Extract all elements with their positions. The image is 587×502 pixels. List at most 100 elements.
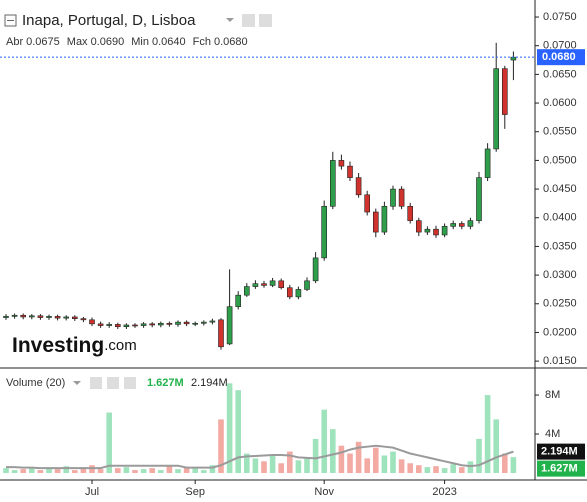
- volume-ma-line: [6, 444, 514, 470]
- volume-bar: [407, 463, 413, 473]
- candle-body: [115, 324, 121, 328]
- candle-body: [11, 314, 18, 317]
- volume-bar: [493, 419, 499, 473]
- candle-body: [407, 205, 414, 221]
- volume-bar: [132, 470, 138, 473]
- volume-bar: [218, 419, 224, 473]
- candle-body: [433, 228, 439, 236]
- volume-legend: Volume (20): [6, 377, 65, 389]
- y-tick-label: 0.0600: [543, 97, 577, 109]
- ohlc-label: Min: [131, 36, 149, 48]
- candle-body: [244, 286, 250, 296]
- candle-body: [450, 223, 457, 227]
- volume-bar: [46, 468, 52, 473]
- settings-icon[interactable]: [259, 14, 272, 27]
- candle-body: [140, 323, 147, 326]
- volume-bar: [321, 409, 327, 473]
- volume-bar: [149, 468, 155, 473]
- volume-bar: [338, 445, 345, 473]
- dropdown-icon[interactable]: [226, 18, 234, 22]
- volume-bar: [347, 453, 353, 473]
- volume-bar: [441, 468, 448, 473]
- candle-body: [183, 321, 190, 325]
- candle-body: [484, 148, 491, 178]
- ohlc-label: Abr: [6, 36, 23, 48]
- volume-bar: [63, 466, 69, 473]
- volume-bar: [80, 468, 87, 473]
- candle-body: [493, 68, 500, 150]
- volume-bar: [175, 469, 181, 473]
- volume-bar: [373, 447, 379, 473]
- settings-icon[interactable]: [242, 14, 255, 27]
- candle-body: [235, 294, 241, 307]
- candle-body: [192, 322, 198, 325]
- volume-bar: [123, 467, 130, 473]
- candle-body: [476, 177, 482, 221]
- volume-value: 1.627M: [147, 377, 184, 389]
- candle-body: [123, 324, 130, 328]
- settings-icon[interactable]: [107, 377, 119, 389]
- volume-bar: [54, 469, 61, 473]
- x-tick-label: Jul: [85, 486, 99, 498]
- y-tick-label: 8M: [545, 389, 560, 401]
- watermark-brand: Investing: [12, 334, 104, 357]
- volume-bar: [398, 459, 405, 473]
- settings-icon[interactable]: [90, 377, 102, 389]
- volume-bar: [183, 468, 190, 473]
- volume-bar: [140, 469, 147, 473]
- ma-value-box: [537, 443, 585, 460]
- y-tick-label: 0.0700: [543, 40, 577, 52]
- candle-body: [398, 188, 405, 207]
- watermark-suffix: .com: [104, 337, 137, 354]
- candle-body: [106, 324, 112, 326]
- volume-bar: [166, 466, 173, 473]
- candle-body: [269, 280, 276, 286]
- candle-body: [80, 318, 87, 321]
- y-tick-label: 4M: [545, 428, 560, 440]
- candle-body: [89, 319, 95, 325]
- candle-body: [278, 280, 285, 289]
- candle-body: [3, 316, 9, 318]
- close-icon[interactable]: [124, 377, 136, 389]
- candle-body: [209, 320, 216, 323]
- volume-bar: [304, 457, 310, 473]
- candle-body: [364, 194, 371, 213]
- y-tick-label: 0.0450: [543, 183, 577, 195]
- volume-bar: [459, 467, 465, 473]
- volume-bar: [29, 467, 35, 473]
- ma-value-label: 2.194M: [541, 446, 578, 458]
- volume-bar: [244, 453, 250, 473]
- volume-bar: [390, 451, 396, 473]
- collapse-icon[interactable]: [4, 14, 17, 27]
- candle-body: [381, 205, 388, 233]
- dropdown-icon[interactable]: [73, 381, 81, 385]
- y-tick-label: 0.0350: [543, 240, 577, 252]
- candle-body: [132, 324, 138, 327]
- volume-bar: [252, 458, 259, 473]
- y-tick-label: 0.0650: [543, 68, 577, 80]
- volume-bar: [192, 467, 198, 473]
- volume-value-box: [537, 460, 585, 477]
- y-tick-label: 0.0550: [543, 126, 577, 138]
- watermark: Investing.com: [12, 334, 137, 357]
- candle-body: [218, 319, 224, 348]
- candle-body: [149, 323, 155, 326]
- volume-bar: [158, 470, 164, 473]
- ohlc-value: 0.0675: [26, 36, 60, 48]
- volume-bar: [450, 464, 456, 473]
- candle-body: [312, 257, 319, 282]
- ohlc-value: 0.0680: [214, 36, 248, 48]
- candle-body: [415, 220, 422, 233]
- y-tick-label: 0.0500: [543, 154, 577, 166]
- ohlc-value: 0.0690: [91, 36, 125, 48]
- candle-body: [20, 314, 27, 318]
- candle-body: [37, 315, 44, 318]
- volume-bar: [295, 460, 302, 473]
- volume-bar: [3, 468, 9, 473]
- candle-body: [304, 280, 310, 290]
- y-tick-label: 0.0300: [543, 269, 577, 281]
- y-tick-label: 0.0250: [543, 298, 577, 310]
- candle-body: [372, 211, 379, 233]
- candle-body: [458, 223, 465, 227]
- volume-bar: [476, 438, 482, 473]
